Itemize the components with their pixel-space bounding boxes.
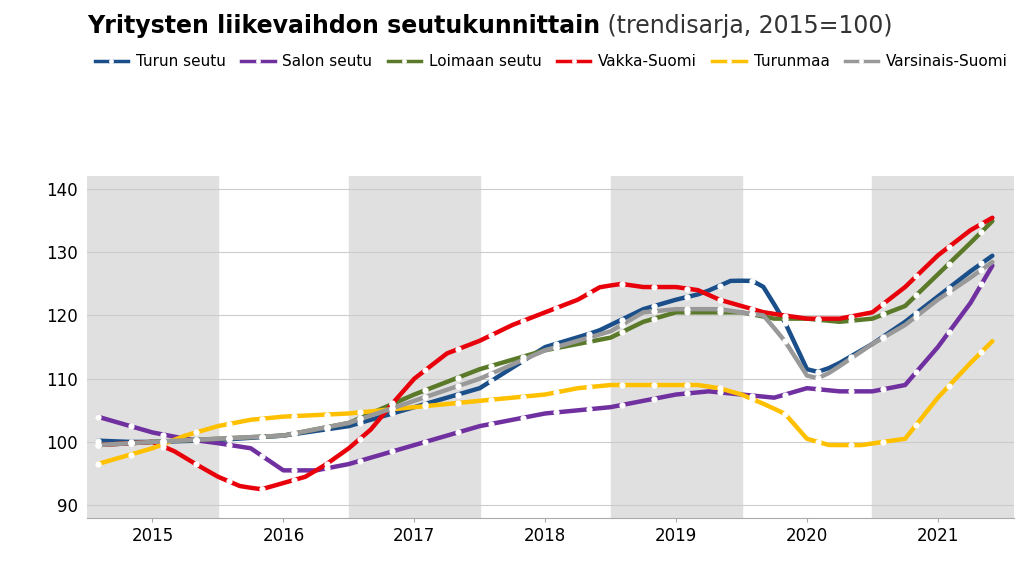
Bar <box>87 176 218 518</box>
Bar <box>349 176 479 518</box>
Bar <box>610 176 741 518</box>
Bar <box>872 176 1014 518</box>
Legend: Turun seutu, Salon seutu, Loimaan seutu, Vakka-Suomi, Turunmaa, Varsinais-Suomi: Turun seutu, Salon seutu, Loimaan seutu,… <box>94 54 1008 69</box>
Text: (trendisarja, 2015=100): (trendisarja, 2015=100) <box>600 14 893 38</box>
Text: Yritysten liikevaihdon seutukunnittain: Yritysten liikevaihdon seutukunnittain <box>87 14 600 38</box>
